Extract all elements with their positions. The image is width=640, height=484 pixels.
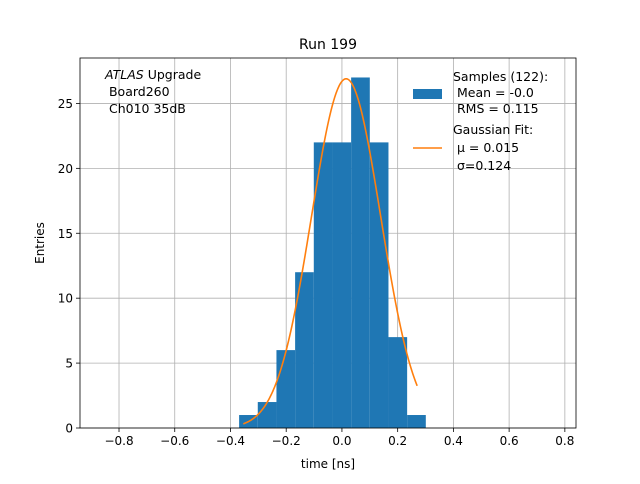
x-tick-label-0: −0.8 — [104, 434, 133, 448]
y-tick-label-4: 20 — [58, 162, 73, 176]
x-tick-label-1: −0.6 — [160, 434, 189, 448]
histogram-bar-3 — [295, 272, 314, 428]
y-tick-label-2: 10 — [58, 292, 73, 306]
histogram-bar-2 — [276, 350, 296, 428]
x-tick-label-6: 0.4 — [444, 434, 463, 448]
annotation-line-2: Board260 — [105, 84, 170, 99]
x-axis-label: time [ns] — [301, 457, 355, 471]
annotation-line-1: ATLAS Upgrade — [104, 67, 201, 82]
legend-samples-swatch — [413, 89, 442, 99]
gaussian-fit-curve — [243, 77, 418, 425]
histogram-bar-4 — [313, 142, 333, 428]
y-tick-label-5: 25 — [58, 97, 73, 111]
legend-fit-line-2: μ = 0.015 — [453, 140, 519, 155]
legend: Samples (122): Mean = -0.0 RMS = 0.115 G… — [413, 69, 548, 173]
annotation-line-3: Ch010 35dB — [105, 101, 186, 116]
histogram-bar-9 — [407, 415, 426, 428]
histogram-bar-6 — [351, 77, 370, 428]
legend-samples-line-1: Samples (122): — [453, 69, 548, 84]
legend-fit-line-1: Gaussian Fit: — [453, 122, 533, 137]
x-tick-label-3: −0.2 — [272, 434, 301, 448]
x-tick-label-5: 0.2 — [388, 434, 407, 448]
chart-title: Run 199 — [299, 37, 357, 53]
x-tick-label-4: 0.0 — [332, 434, 351, 448]
y-axis-ticks: 0 5 10 15 20 25 — [58, 97, 80, 436]
plot-frame — [79, 57, 577, 429]
annotation-upgrade: Upgrade — [144, 67, 202, 82]
legend-fit-line-3: σ=0.124 — [453, 158, 511, 173]
x-tick-label-8: 0.8 — [555, 434, 574, 448]
annotation-atlas: ATLAS — [104, 67, 144, 82]
x-tick-label-2: −0.4 — [216, 434, 245, 448]
x-axis-ticks: −0.8 −0.6 −0.4 −0.2 0.0 0.2 0.4 0.6 0.8 — [104, 428, 574, 448]
annotation-block: ATLAS Upgrade Board260 Ch010 35dB — [104, 67, 201, 116]
legend-samples-line-2: Mean = -0.0 — [453, 85, 534, 100]
x-tick-label-7: 0.6 — [500, 434, 519, 448]
histogram-bar-8 — [388, 337, 408, 428]
y-tick-label-1: 5 — [65, 357, 73, 371]
histogram-bar-5 — [332, 142, 352, 428]
legend-samples-line-3: RMS = 0.115 — [453, 101, 539, 116]
y-tick-label-3: 15 — [58, 227, 73, 241]
histogram-bar-7 — [369, 142, 389, 428]
y-axis-label: Entries — [33, 222, 47, 264]
gaussian-fit-line — [243, 77, 418, 425]
y-tick-label-0: 0 — [65, 422, 73, 436]
histogram-bar-1 — [257, 402, 277, 428]
